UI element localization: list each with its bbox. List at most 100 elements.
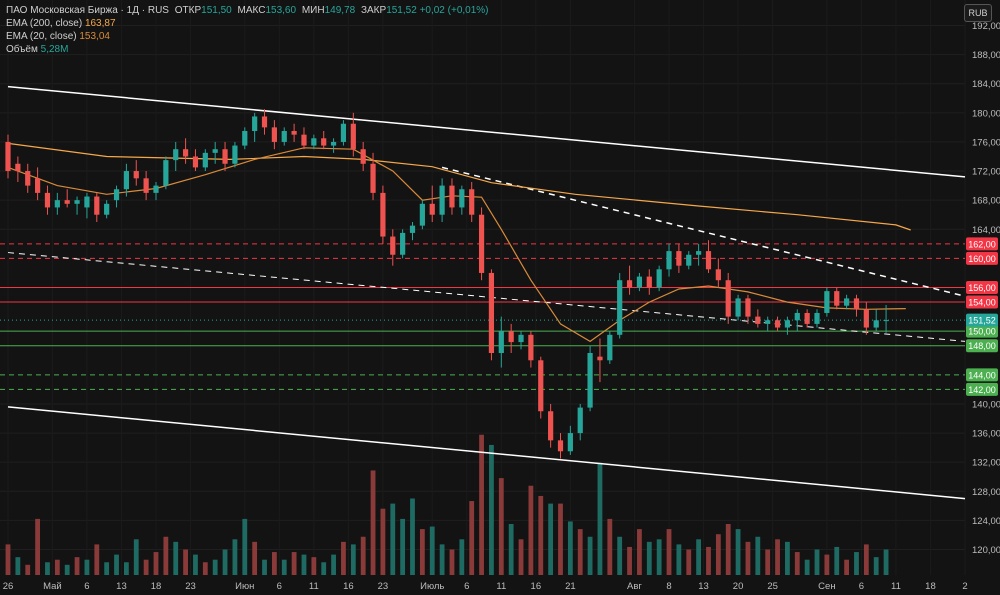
y-tick-label: 168,00 xyxy=(972,196,1000,207)
candle-body xyxy=(666,251,672,270)
volume-bar xyxy=(597,462,603,575)
price-level-label: 144,00 xyxy=(968,370,996,380)
candle-body xyxy=(696,251,702,255)
candle-body xyxy=(636,276,643,288)
trendline xyxy=(7,85,966,178)
y-tick-label: 124,00 xyxy=(972,516,1000,527)
candle-body xyxy=(528,334,534,361)
volume-bar xyxy=(627,546,632,575)
candle-body xyxy=(64,200,70,204)
volume-bar xyxy=(202,562,208,575)
candle-body xyxy=(34,178,41,193)
price-level-label: 154,00 xyxy=(968,298,996,308)
volume-bar xyxy=(390,503,396,575)
x-tick-label: 18 xyxy=(925,581,936,592)
volume-bar xyxy=(666,529,672,575)
currency-button[interactable]: RUB xyxy=(964,4,992,22)
candle-body xyxy=(646,276,652,288)
candle-body xyxy=(44,192,51,208)
y-tick-label: 164,00 xyxy=(972,225,1000,236)
candle-body xyxy=(330,141,337,146)
candle-body xyxy=(449,185,455,208)
x-tick-label: Июль xyxy=(420,581,444,592)
volume-bar xyxy=(459,539,465,575)
price-level-label: 162,00 xyxy=(968,239,996,249)
volume-bar xyxy=(745,541,751,575)
volume-bar xyxy=(854,552,859,575)
candle-body xyxy=(370,163,376,193)
volume-bar xyxy=(311,557,317,575)
volume-bar xyxy=(193,554,198,575)
price-level-tag xyxy=(966,237,998,251)
price-level-tag xyxy=(966,295,998,309)
volume-bar xyxy=(123,562,129,575)
volume-bar xyxy=(400,518,406,575)
volume-bar xyxy=(163,536,169,575)
candle-body xyxy=(676,251,682,266)
price-level-label: 150,00 xyxy=(968,327,996,337)
candle-body xyxy=(54,200,60,208)
volume-bar xyxy=(498,478,504,575)
volume-bar xyxy=(242,518,248,575)
candle-body xyxy=(202,152,208,168)
close-key: ЗАКР xyxy=(360,5,387,16)
candle-body xyxy=(242,131,248,146)
candle-body xyxy=(498,331,504,354)
volume-bar xyxy=(558,503,563,575)
volume-bar xyxy=(45,562,50,575)
volume-bar xyxy=(715,534,721,575)
y-tick-label: 136,00 xyxy=(972,429,1000,440)
candle-body xyxy=(400,232,406,255)
candle-body xyxy=(765,320,771,324)
volume-bar xyxy=(143,559,149,575)
x-tick-label: 11 xyxy=(309,581,319,592)
x-tick-label: 21 xyxy=(565,581,576,592)
price-level-tag xyxy=(966,251,998,265)
open-key: ОТКР xyxy=(174,5,202,16)
x-tick-label: 20 xyxy=(733,581,744,592)
candle-body xyxy=(5,141,11,172)
y-tick-label: 176,00 xyxy=(972,137,1000,148)
candle-body xyxy=(153,185,159,193)
ema200-row[interactable]: EMA (200, close) 163,87 xyxy=(6,17,489,30)
volume-bar xyxy=(133,539,139,575)
y-tick-label: 180,00 xyxy=(972,108,1000,119)
candle-body xyxy=(587,353,593,408)
candle-body xyxy=(794,312,800,321)
candle-body xyxy=(853,298,860,310)
candle-body xyxy=(113,189,120,201)
candle-body xyxy=(755,316,761,324)
volume-bar xyxy=(212,559,218,575)
volume-bar xyxy=(577,529,583,575)
x-tick-label: 13 xyxy=(116,581,127,592)
candle-body xyxy=(567,433,573,452)
candle-body xyxy=(883,320,889,322)
x-tick-label: Сен xyxy=(818,581,835,592)
volume-row[interactable]: Объём 5,28M xyxy=(6,43,489,56)
candle-body xyxy=(301,134,307,146)
x-tick-label: 6 xyxy=(84,581,89,592)
x-tick-label: 26 xyxy=(3,581,14,592)
candle-body xyxy=(94,196,100,215)
volume-bar xyxy=(439,544,445,575)
volume-bar xyxy=(84,559,90,575)
volume-bar xyxy=(646,541,652,575)
chart-legend: ПАО Московская Биржа · 1Д · RUS ОТКР151,… xyxy=(6,4,489,56)
last-price-label: 151,52 xyxy=(968,316,996,326)
trendline xyxy=(441,166,966,297)
y-tick-label: 188,00 xyxy=(972,50,1000,61)
price-level-tag xyxy=(966,324,998,338)
price-level-tag xyxy=(966,339,998,353)
candle-body xyxy=(656,269,662,288)
volume-bar xyxy=(469,501,475,575)
x-tick-label: 23 xyxy=(185,581,196,592)
y-tick-label: 132,00 xyxy=(972,458,1000,469)
x-tick-label: 25 xyxy=(767,581,778,592)
x-tick-label: 23 xyxy=(378,581,389,592)
x-tick-label: Авг xyxy=(627,581,642,592)
volume-bar xyxy=(538,495,544,575)
ema200-value: 163,87 xyxy=(84,18,116,29)
candle-body xyxy=(173,149,179,161)
ema20-row[interactable]: EMA (20, close) 153,04 xyxy=(6,30,489,43)
